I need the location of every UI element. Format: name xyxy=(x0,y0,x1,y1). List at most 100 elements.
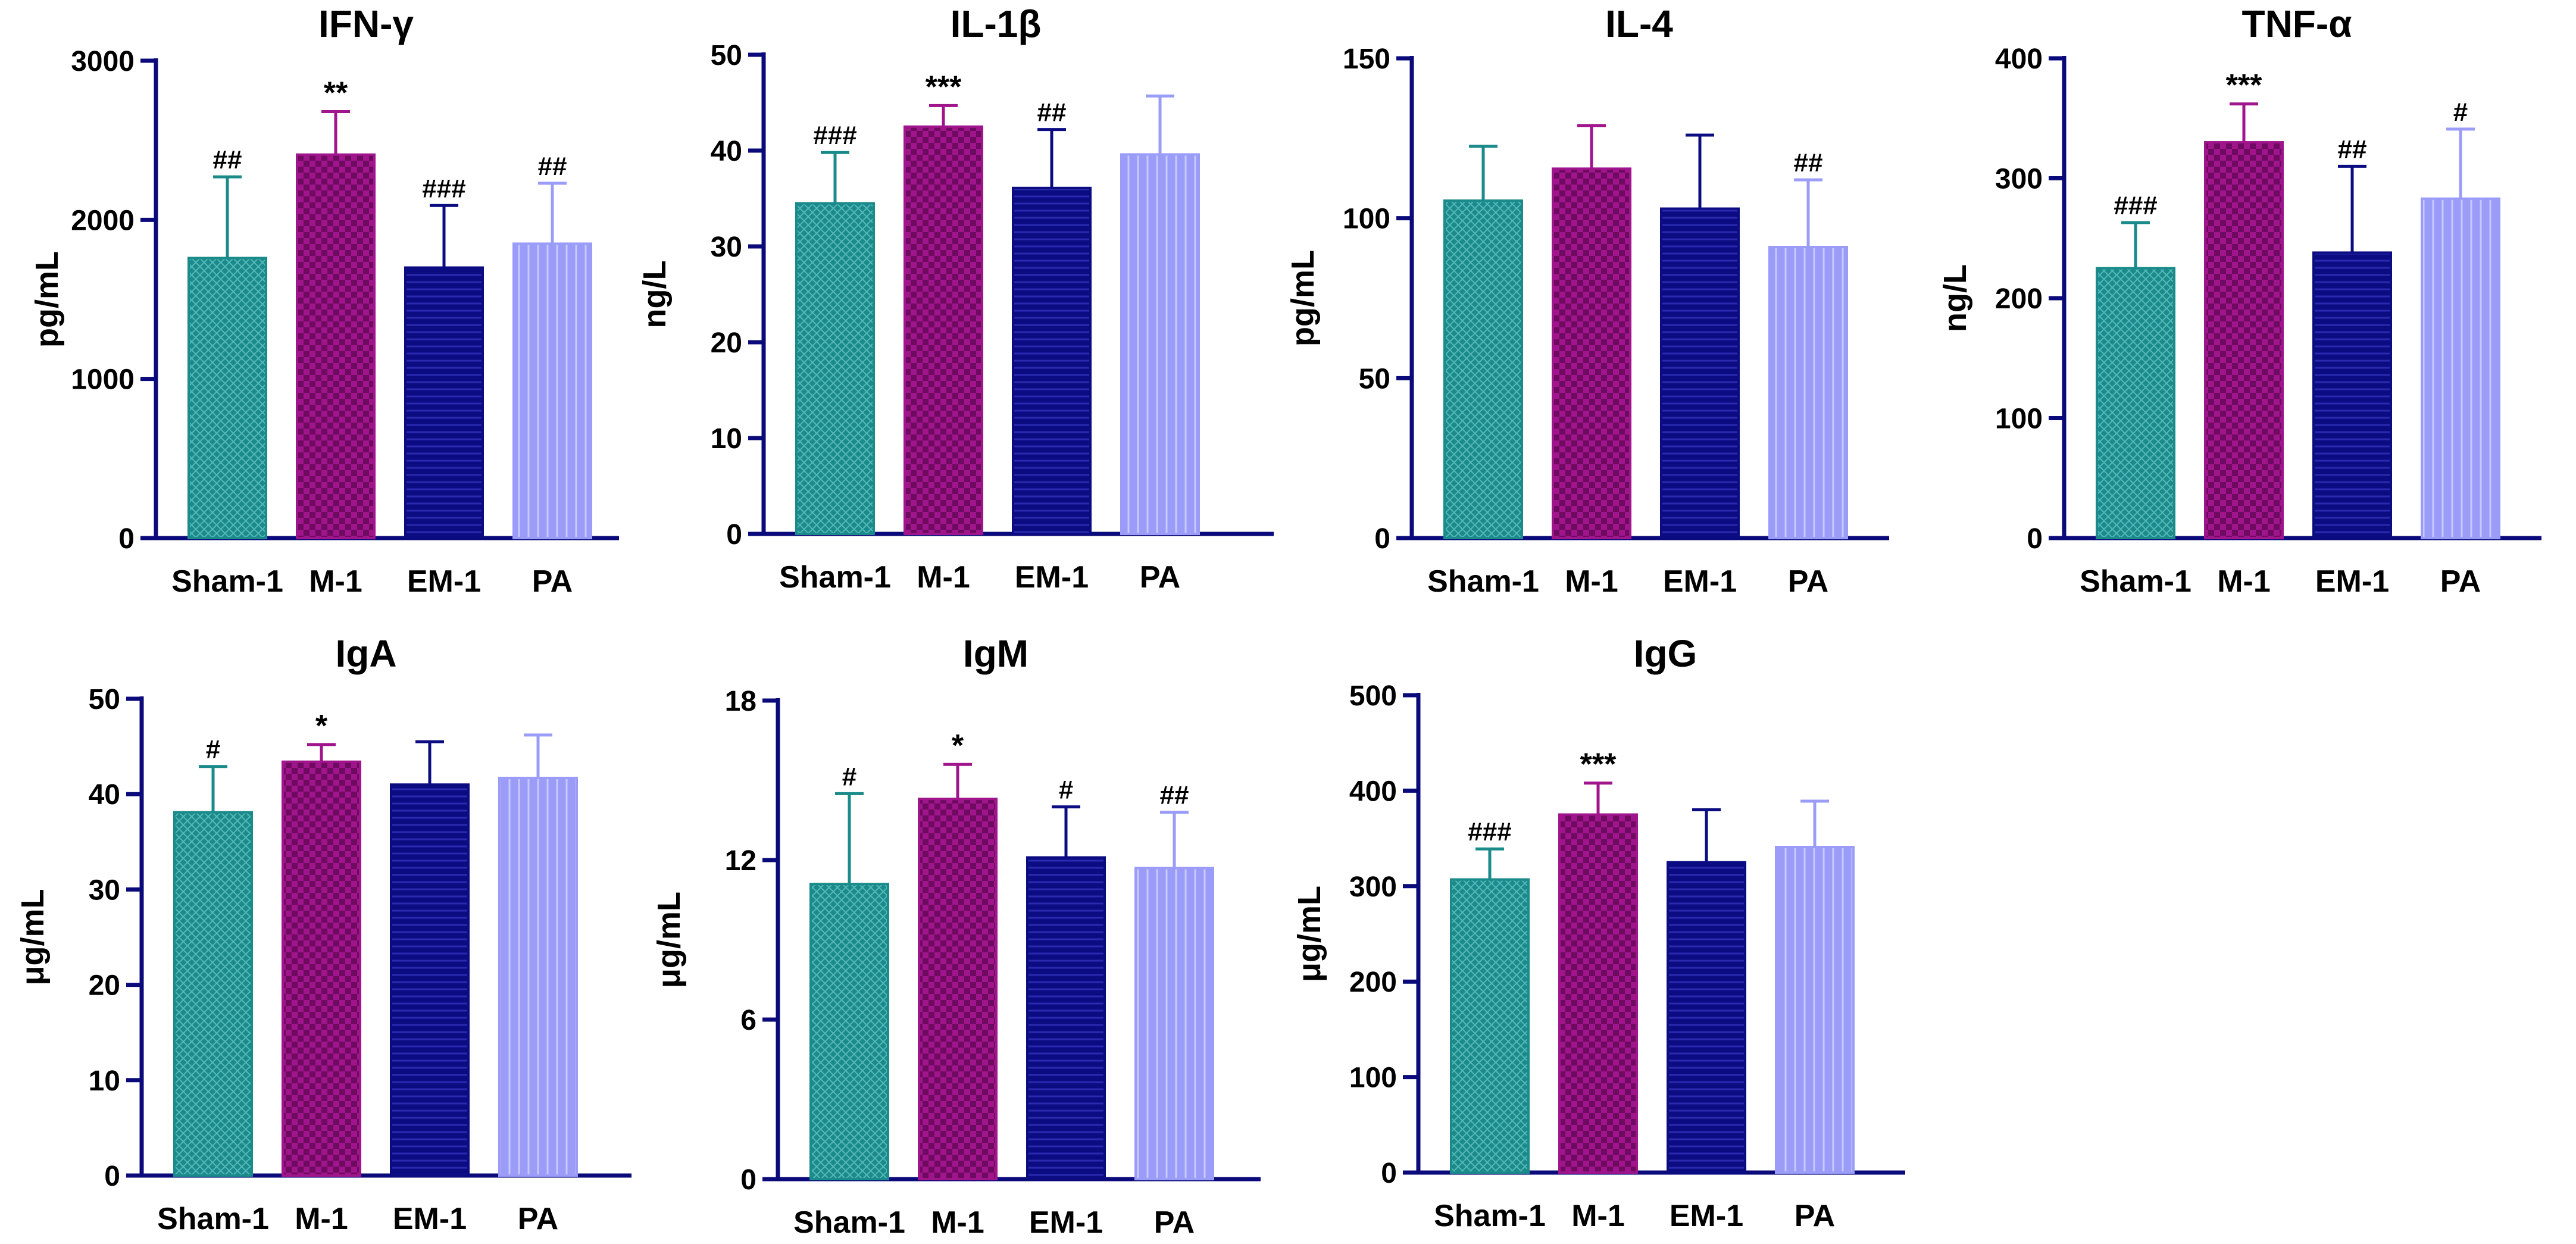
chart-panel: IgM μg/mL 0 6 12 18 # Sham-1 * M-1 # EM-1 ## PA xyxy=(651,632,1261,1240)
x-tick-label: M-1 xyxy=(295,1202,348,1236)
bar-em-1 xyxy=(404,266,484,539)
significance-label: *** xyxy=(1580,748,1617,782)
y-axis-label: ng/L xyxy=(1937,264,1973,332)
y-tick-label: 10 xyxy=(711,423,742,455)
bar-m-1 xyxy=(282,760,361,1177)
chart-panel: IgA μg/mL 0 10 20 30 40 50 # Sham-1 * M-1 EM-1 PA xyxy=(15,632,632,1236)
x-tick-label: PA xyxy=(1795,1199,1835,1233)
y-tick-label: 0 xyxy=(1374,523,1390,555)
y-tick-label: 300 xyxy=(1995,164,2043,195)
y-tick-label: 400 xyxy=(1995,43,2043,75)
bar-m-1 xyxy=(918,798,998,1181)
y-tick-label: 200 xyxy=(1349,967,1397,998)
bar-pa xyxy=(498,776,578,1177)
significance-label: # xyxy=(842,762,856,791)
y-tick-label: 18 xyxy=(725,686,756,717)
x-tick-label: M-1 xyxy=(917,560,970,595)
significance-label: *** xyxy=(2226,68,2262,103)
bar-m-1 xyxy=(2204,141,2284,540)
y-axis-label: ng/L xyxy=(637,261,673,329)
bar-em-1 xyxy=(1026,856,1106,1180)
y-tick-label: 0 xyxy=(104,1161,120,1192)
y-tick-label: 30 xyxy=(711,232,742,263)
bar-pa xyxy=(1775,846,1855,1174)
y-tick-label: 0 xyxy=(1381,1158,1397,1189)
significance-label: ### xyxy=(2114,191,2157,220)
bar-em-1 xyxy=(1012,186,1092,536)
significance-label: # xyxy=(206,735,220,764)
x-tick-label: PA xyxy=(1154,1205,1195,1240)
x-tick-label: EM-1 xyxy=(2315,564,2389,599)
y-tick-label: 6 xyxy=(740,1005,756,1036)
y-tick-label: 3000 xyxy=(71,46,135,77)
bar-em-1 xyxy=(2312,251,2392,539)
significance-label: ## xyxy=(1160,781,1189,810)
x-tick-label: Sham-1 xyxy=(793,1205,905,1240)
x-tick-label: PA xyxy=(2440,564,2481,599)
bar-sham-1 xyxy=(1443,199,1523,539)
significance-label: *** xyxy=(926,70,962,104)
x-tick-label: PA xyxy=(1788,564,1828,599)
chart-panel: IgG μg/mL 0 100 200 300 400 500 ### Sham-1 *** M-1 E… xyxy=(1292,632,1905,1233)
bar-sham-1 xyxy=(795,202,875,535)
bar-pa xyxy=(1120,153,1200,535)
y-axis-label: μg/mL xyxy=(651,892,687,988)
significance-label: ### xyxy=(1468,817,1511,846)
bar-m-1 xyxy=(1558,813,1638,1174)
bar-pa xyxy=(1768,246,1848,539)
significance-label: # xyxy=(2453,98,2468,127)
x-tick-label: EM-1 xyxy=(407,564,481,599)
y-axis-label: pg/mL xyxy=(29,251,65,348)
y-axis-label: μg/mL xyxy=(1292,886,1327,982)
y-tick-label: 40 xyxy=(89,779,120,811)
y-tick-label: 300 xyxy=(1349,871,1397,903)
x-tick-label: EM-1 xyxy=(1029,1205,1103,1240)
bar-sham-1 xyxy=(187,257,267,539)
bar-em-1 xyxy=(390,783,470,1177)
bar-m-1 xyxy=(904,125,983,535)
chart-title: IgM xyxy=(963,632,1028,675)
x-tick-label: EM-1 xyxy=(1663,564,1737,599)
y-tick-label: 150 xyxy=(1343,43,1390,75)
x-tick-label: Sham-1 xyxy=(157,1202,269,1236)
x-tick-label: M-1 xyxy=(309,564,362,599)
chart-panel: IL-1β ng/L 0 10 20 30 40 50 ### Sham-1 *** M-1 ## EM-… xyxy=(637,2,1274,595)
bar-pa xyxy=(2421,197,2500,539)
bar-m-1 xyxy=(1552,167,1631,539)
significance-label: ### xyxy=(422,174,465,203)
significance-label: # xyxy=(1059,776,1073,805)
y-tick-label: 30 xyxy=(89,874,120,906)
chart-panel: IFN-γ pg/mL 0 1000 2000 3000 ## Sham-1 ** M-1 ### E… xyxy=(29,2,619,599)
x-tick-label: Sham-1 xyxy=(171,564,283,599)
bar-sham-1 xyxy=(809,883,889,1180)
bar-sham-1 xyxy=(2096,267,2175,539)
significance-label: ## xyxy=(1794,148,1823,177)
bar-pa xyxy=(512,242,592,539)
chart-title: TNF-α xyxy=(2242,2,2352,45)
chart-panel: TNF-α ng/L 0 100 200 300 400 ### Sham-1 *** M-1 ## E… xyxy=(1937,2,2541,599)
y-tick-label: 500 xyxy=(1349,680,1397,712)
y-tick-label: 0 xyxy=(2027,523,2043,555)
y-tick-label: 0 xyxy=(118,523,135,555)
x-tick-label: EM-1 xyxy=(1015,560,1089,595)
significance-label: ## xyxy=(1037,98,1067,127)
x-tick-label: EM-1 xyxy=(1670,1199,1743,1233)
bar-sham-1 xyxy=(173,811,253,1177)
y-tick-label: 10 xyxy=(89,1065,120,1097)
y-tick-label: 0 xyxy=(740,1164,756,1196)
bar-em-1 xyxy=(1667,861,1746,1174)
x-tick-label: PA xyxy=(1140,560,1180,595)
x-tick-label: Sham-1 xyxy=(779,560,891,595)
x-tick-label: M-1 xyxy=(931,1205,984,1240)
y-tick-label: 400 xyxy=(1349,776,1397,807)
y-tick-label: 1000 xyxy=(71,364,135,396)
chart-title: IgG xyxy=(1634,632,1697,675)
bar-em-1 xyxy=(1660,207,1740,539)
y-tick-label: 40 xyxy=(711,136,742,167)
significance-label: * xyxy=(315,709,328,743)
significance-label: ## xyxy=(2338,135,2367,164)
y-tick-label: 50 xyxy=(711,40,742,71)
significance-label: ** xyxy=(324,76,348,111)
significance-label: ## xyxy=(538,152,567,181)
